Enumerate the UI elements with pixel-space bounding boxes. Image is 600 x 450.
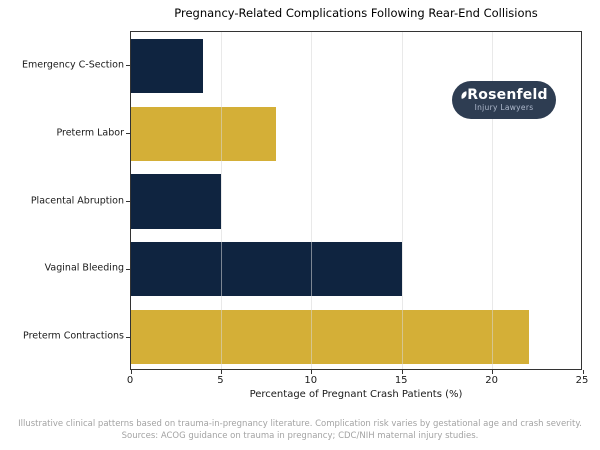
x-tick-mark-10 — [311, 370, 313, 374]
logo-brand-text: Rosenfeld — [467, 87, 548, 104]
x-tick-mark-25 — [582, 370, 584, 374]
x-tick-mark-0 — [130, 370, 132, 374]
x-tick-label-10: 10 — [304, 375, 318, 386]
bar-placental-abruption — [131, 174, 222, 229]
bar-emergency-c-section — [131, 38, 204, 93]
y-axis-label-preterm-labor: Preterm Labor — [56, 127, 124, 139]
y-axis-label-emergency-c-section: Emergency C-Section — [22, 59, 124, 71]
footer-line-1: Illustrative clinical patterns based on … — [18, 419, 582, 429]
bar-preterm-contractions — [131, 309, 529, 365]
footer-line-2: Sources: ACOG guidance on trauma in preg… — [121, 431, 479, 442]
x-tick-label-25: 25 — [575, 375, 589, 386]
logo-tagline-text: Injury Lawyers — [474, 103, 534, 113]
y-tick-mark-4 — [126, 336, 130, 338]
logo-brand-row: Rosenfeld — [460, 86, 548, 104]
x-tick-label-5: 5 — [217, 375, 224, 386]
y-tick-mark-1 — [126, 133, 130, 135]
y-axis-label-vaginal-bleeding: Vaginal Bleeding — [44, 262, 124, 274]
footer-note: Illustrative clinical patterns based on … — [0, 418, 600, 443]
x-tick-mark-5 — [220, 370, 222, 374]
y-tick-mark-2 — [126, 201, 130, 202]
bar-preterm-labor — [131, 106, 276, 161]
logo-badge: Rosenfeld Injury Lawyers — [452, 81, 556, 119]
y-axis-label-preterm-contractions: Preterm Contractions — [23, 330, 124, 342]
chart-title: Pregnancy-Related Complications Followin… — [174, 6, 538, 20]
y-axis-label-placental-abruption: Placental Abruption — [30, 195, 124, 206]
y-tick-mark-0 — [126, 65, 130, 67]
x-tick-mark-15 — [401, 370, 403, 374]
x-axis-label: Percentage of Pregnant Crash Patients (%… — [249, 389, 463, 400]
bar-vaginal-bleeding — [131, 242, 403, 297]
leaf-icon — [460, 86, 468, 102]
x-tick-label-15: 15 — [394, 375, 408, 386]
x-tick-label-0: 0 — [126, 375, 134, 386]
x-tick-label-20: 20 — [485, 375, 498, 386]
x-tick-mark-20 — [492, 370, 494, 374]
y-tick-mark-3 — [126, 268, 130, 270]
